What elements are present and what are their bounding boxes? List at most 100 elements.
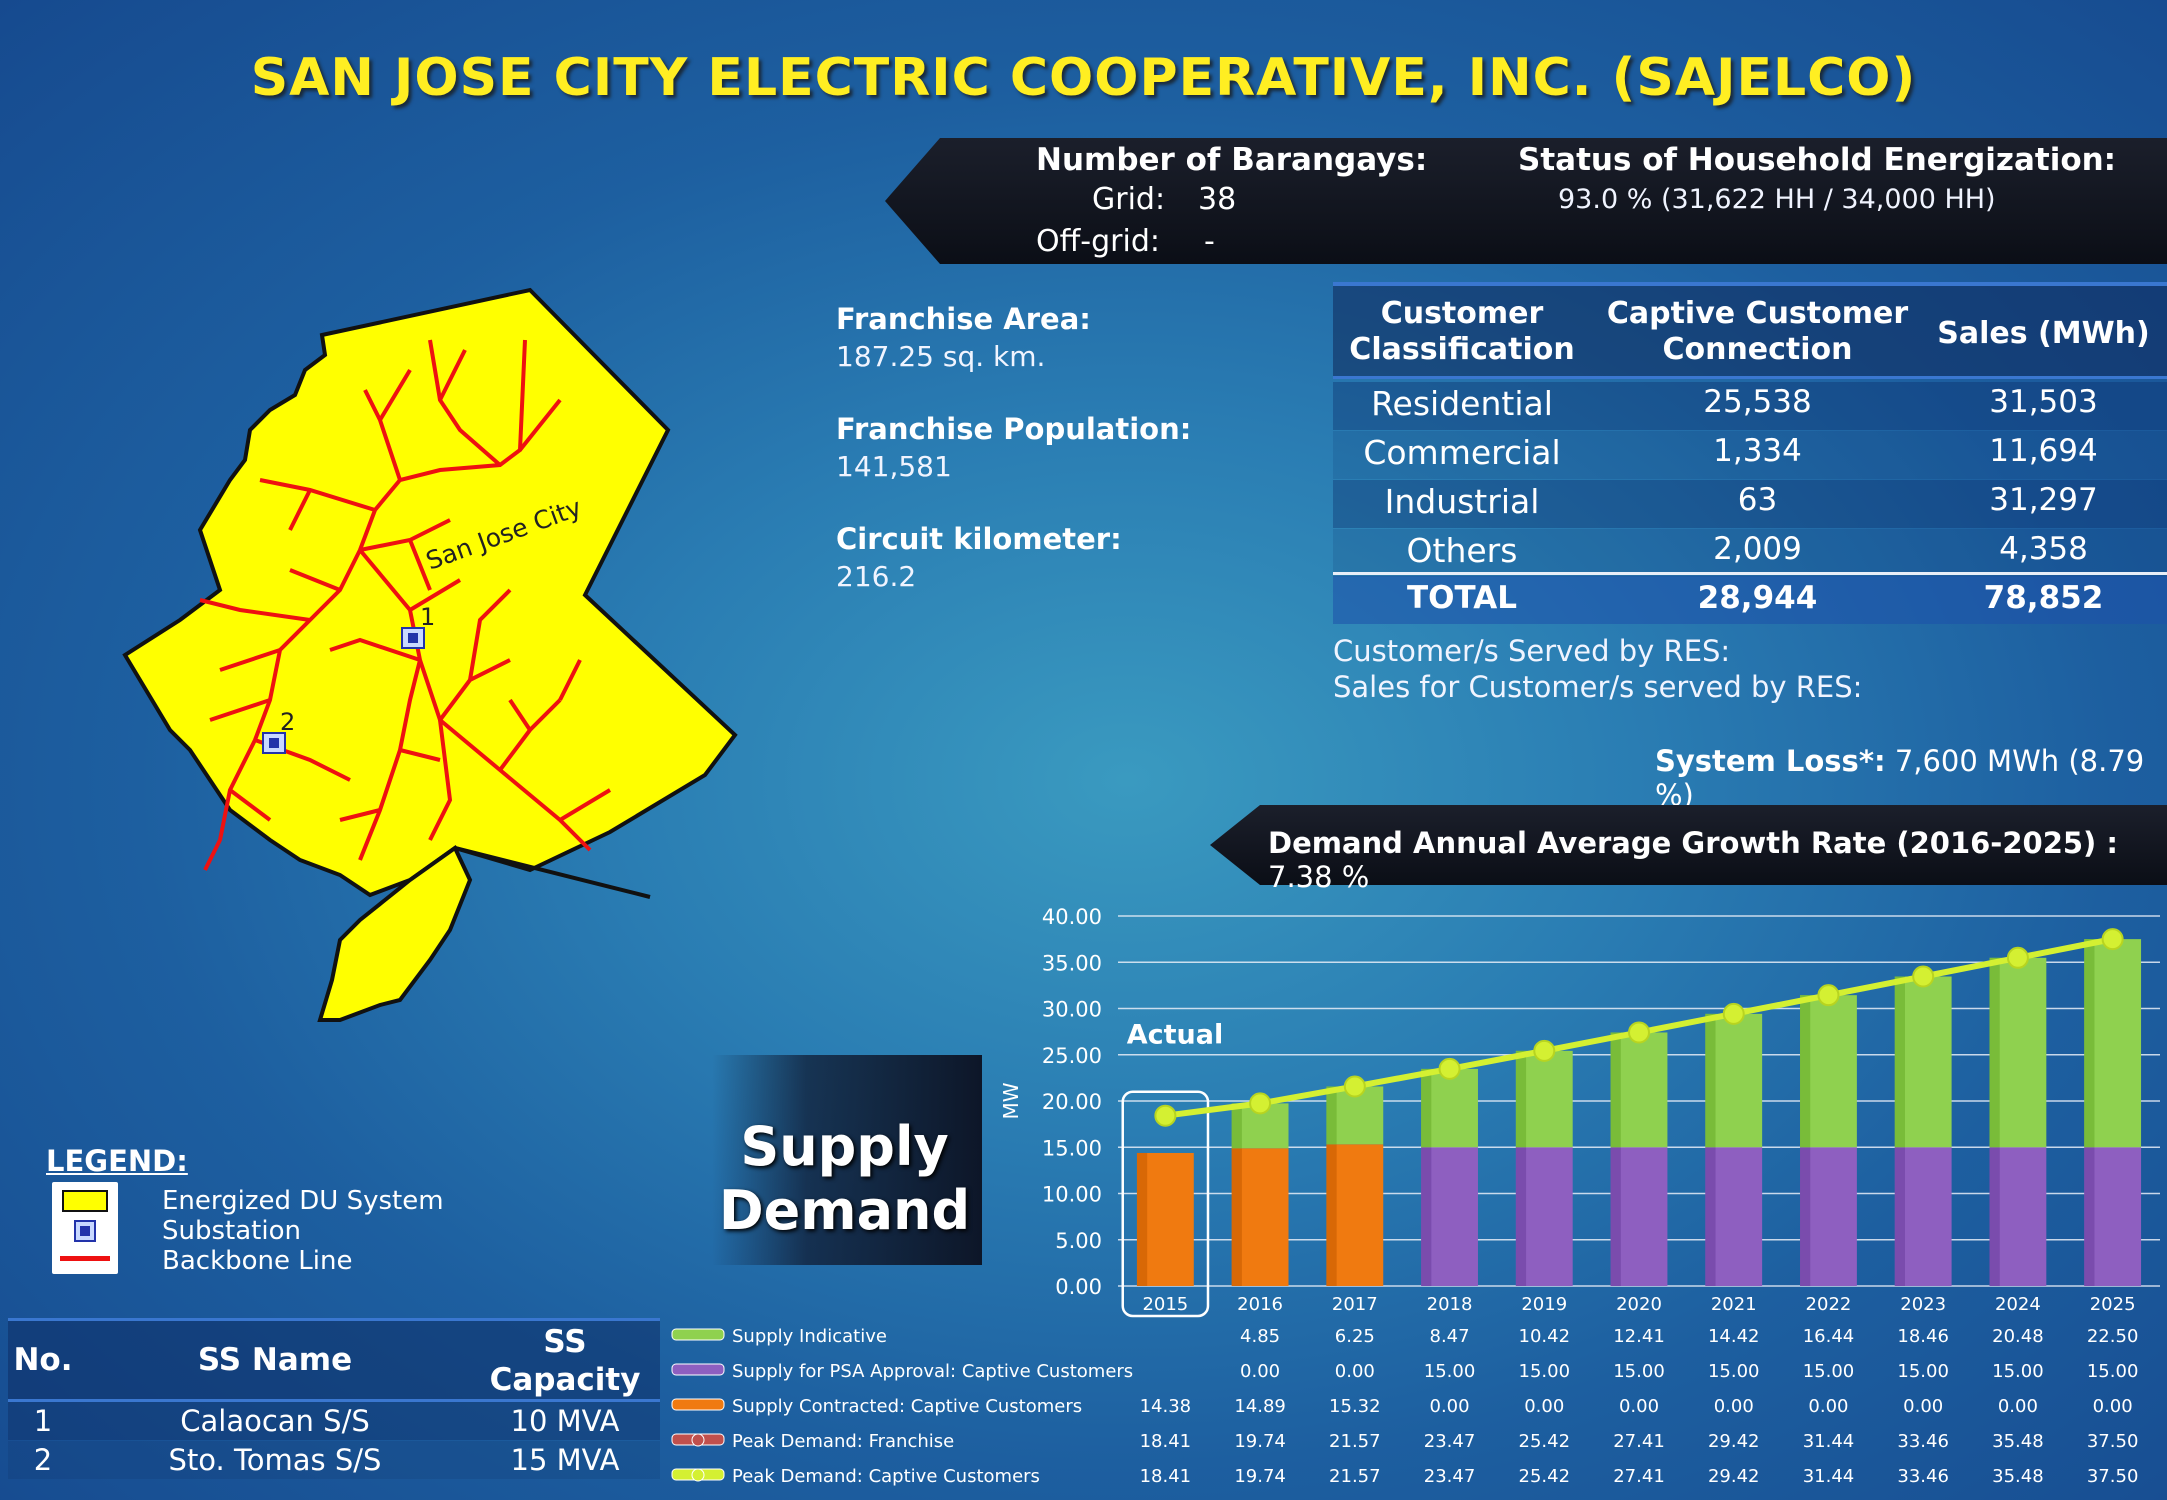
point-peak-captive xyxy=(2006,946,2029,969)
actual-label: Actual xyxy=(1127,1020,1224,1051)
legend-swatch xyxy=(671,1363,725,1376)
data-label: 25.42 xyxy=(1519,1466,1571,1487)
series-label: Peak Demand: Franchise xyxy=(732,1431,954,1452)
data-label: 0.00 xyxy=(1619,1396,1659,1417)
y-tick-label: 30.00 xyxy=(1042,998,1102,1022)
x-tick-label: 2017 xyxy=(1332,1294,1378,1315)
col-header-sales: Sales (MWh) xyxy=(1937,316,2150,351)
x-tick-label: 2021 xyxy=(1711,1294,1757,1315)
data-label: 0.00 xyxy=(1714,1396,1754,1417)
ss-table-top-rule xyxy=(8,1318,660,1321)
data-label: 0.00 xyxy=(1903,1396,1943,1417)
data-label: 15.00 xyxy=(1897,1361,1949,1382)
bar-indicative-shade xyxy=(1894,976,1905,1148)
table-row: Residential 25,538 31,503 xyxy=(1333,382,2167,430)
point-peak-captive xyxy=(1438,1057,1461,1080)
table-row: Commercial 1,334 11,694 xyxy=(1333,431,2167,479)
res-sales-label: Sales for Customer/s served by RES: xyxy=(1333,670,1863,704)
x-tick-label: 2025 xyxy=(2090,1294,2136,1315)
supply-demand-chart: 0.00 5.00 10.00 15.00 20.00 25.00 30.00 35.00 40… xyxy=(1000,905,2160,1318)
y-tick-label: 5.00 xyxy=(1055,1229,1102,1253)
point-peak-captive xyxy=(2101,928,2124,951)
data-label: 14.89 xyxy=(1234,1396,1286,1417)
legend-item-energized: Energized DU System xyxy=(162,1186,444,1216)
data-label: 10.42 xyxy=(1519,1326,1571,1347)
data-label: 14.42 xyxy=(1708,1326,1760,1347)
bar-contracted-shade xyxy=(1231,1148,1242,1286)
bar-psa-shade xyxy=(1515,1147,1527,1286)
franchise-population-label: Franchise Population: xyxy=(836,412,1192,446)
offgrid-label: Off-grid: xyxy=(1036,224,1160,259)
data-label: 35.48 xyxy=(1992,1466,2044,1487)
x-tick-label: 2024 xyxy=(1995,1294,2041,1315)
bar-indicative-shade xyxy=(1326,1086,1337,1145)
bar-psa-shade xyxy=(1610,1147,1621,1286)
point-peak-captive xyxy=(1343,1075,1366,1098)
data-label: 12.41 xyxy=(1613,1326,1665,1347)
legend-swatches xyxy=(52,1182,118,1274)
data-label: 18.46 xyxy=(1897,1326,1949,1347)
substation-icon-2-core xyxy=(269,738,279,748)
growth-banner xyxy=(1210,805,2167,885)
energization-value: 93.0 % (31,622 HH / 34,000 HH) xyxy=(1558,184,1996,215)
bar-indicative-shade xyxy=(1421,1068,1432,1148)
data-label: 27.41 xyxy=(1613,1466,1665,1487)
total-rule xyxy=(1333,572,2167,575)
data-label: 15.00 xyxy=(2087,1361,2139,1382)
y-tick-label: 20.00 xyxy=(1042,1090,1102,1114)
map-area xyxy=(122,287,738,1022)
legend-item-backbone: Backbone Line xyxy=(162,1246,353,1276)
col-header-connection: Captive Customer Connection xyxy=(1606,296,1909,367)
x-tick-label: 2022 xyxy=(1806,1294,1852,1315)
data-label: 16.44 xyxy=(1803,1326,1855,1347)
data-label: 4.85 xyxy=(1240,1326,1280,1347)
grid-label: Grid: xyxy=(1092,182,1166,217)
point-peak-captive xyxy=(1154,1104,1177,1127)
x-tick-label: 2020 xyxy=(1616,1294,1662,1315)
data-label: 15.00 xyxy=(1992,1361,2044,1382)
data-label: 6.25 xyxy=(1335,1326,1375,1347)
legend-marker xyxy=(691,1433,705,1447)
point-peak-captive xyxy=(1817,984,1840,1007)
energization-label: Status of Household Energization: xyxy=(1518,142,2117,178)
data-label: 23.47 xyxy=(1424,1431,1476,1452)
series-label: Supply Contracted: Captive Customers xyxy=(732,1396,1082,1417)
y-tick-label: 40.00 xyxy=(1042,905,1102,929)
energized-swatch-icon xyxy=(62,1190,108,1212)
point-peak-captive xyxy=(1249,1092,1272,1115)
data-label: 0.00 xyxy=(1240,1361,1280,1382)
bar-indicative-shade xyxy=(1800,995,1811,1148)
bar-psa-shade xyxy=(1705,1147,1716,1286)
x-tick-label: 2023 xyxy=(1900,1294,1946,1315)
data-label: 21.57 xyxy=(1329,1431,1381,1452)
bar-psa-shade xyxy=(1989,1147,2000,1286)
growth-rate-label: Demand Annual Average Growth Rate (2016-… xyxy=(1268,826,2119,860)
data-label: 37.50 xyxy=(2087,1466,2139,1487)
bar-contracted-shade xyxy=(1326,1144,1337,1286)
substation-label-2: 2 xyxy=(280,708,295,736)
series-label: Supply for PSA Approval: Captive Custome… xyxy=(732,1361,1133,1382)
franchise-area-label: Franchise Area: xyxy=(836,302,1091,336)
franchise-map: San Jose City 1 2 xyxy=(122,287,738,1022)
supply-demand-panel xyxy=(712,1055,982,1265)
series-label: Supply Indicative xyxy=(732,1326,887,1347)
data-label: 29.42 xyxy=(1708,1466,1760,1487)
data-label: 0.00 xyxy=(1808,1396,1848,1417)
col-header-classification: Customer Classification xyxy=(1349,296,1575,367)
page-title: SAN JOSE CITY ELECTRIC COOPERATIVE, INC.… xyxy=(250,48,1917,108)
x-tick-label: 2016 xyxy=(1237,1294,1283,1315)
ss-col-capacity-2: Capacity xyxy=(489,1362,641,1398)
data-label: 31.44 xyxy=(1803,1431,1855,1452)
substation-icon-1-core xyxy=(408,633,418,643)
data-label: 0.00 xyxy=(1524,1396,1564,1417)
y-tick-label: 10.00 xyxy=(1042,1183,1102,1207)
ss-col-capacity-1: SS xyxy=(543,1324,587,1360)
data-label: 0.00 xyxy=(1335,1361,1375,1382)
x-tick-label: 2019 xyxy=(1521,1294,1567,1315)
franchise-area-value: 187.25 sq. km. xyxy=(836,340,1046,373)
substation-label-1: 1 xyxy=(420,603,435,631)
grid-value: 38 xyxy=(1198,182,1237,217)
point-peak-captive xyxy=(1722,1002,1745,1025)
barangays-label: Number of Barangays: xyxy=(1036,142,1428,178)
data-label: 0.00 xyxy=(1430,1396,1470,1417)
